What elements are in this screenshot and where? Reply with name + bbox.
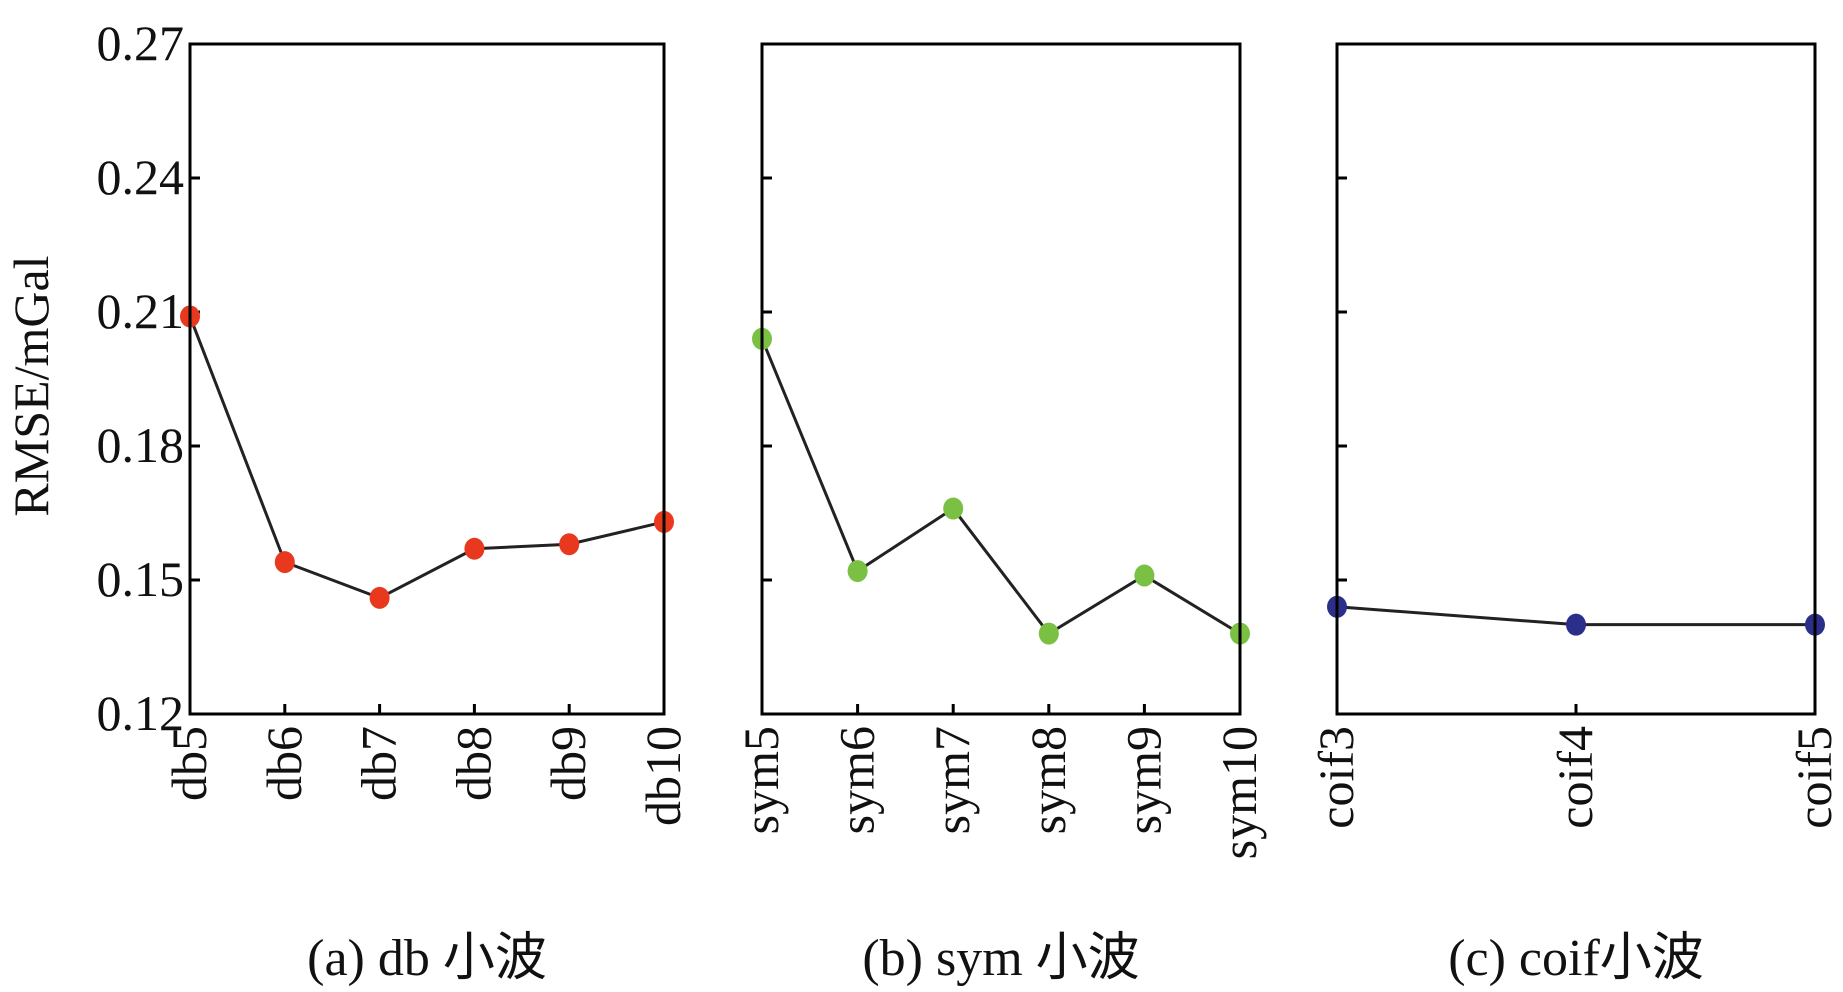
panel-caption: (c) coif小波 <box>1448 930 1704 987</box>
data-point <box>1134 564 1155 587</box>
y-tick-label: 0.12 <box>97 685 185 741</box>
x-tick-label: db5 <box>161 726 217 801</box>
data-point <box>1566 613 1586 636</box>
series-line <box>760 338 1241 636</box>
data-point <box>847 560 868 583</box>
y-tick-label: 0.18 <box>97 417 185 473</box>
x-tick-label: coif4 <box>1547 726 1603 829</box>
x-tick-label: sym7 <box>924 726 980 834</box>
data-point <box>369 586 390 609</box>
data-point <box>943 497 964 520</box>
y-tick-label: 0.15 <box>97 551 185 607</box>
x-tick-label: coif3 <box>1308 726 1364 829</box>
y-tick-label: 0.24 <box>97 149 185 205</box>
panel-1: 0.12 0.15 0.18 0.21 0.24 0.27 db5 db6 db7 db8 db9 d… <box>97 15 692 987</box>
panel-3: coif3 coif4 coif5 (c) coif小波 <box>1308 42 1842 987</box>
y-tick-label: 0.21 <box>97 283 185 339</box>
x-tick-label: sym6 <box>829 726 885 834</box>
plot-frame <box>188 42 666 716</box>
plot-frame <box>760 42 1242 716</box>
panel-caption: (a) db 小波 <box>307 930 547 987</box>
x-tick-label: sym5 <box>733 726 789 834</box>
x-tick-label: coif5 <box>1786 726 1842 829</box>
data-point <box>1038 622 1059 645</box>
x-tick-label: sym8 <box>1020 726 1076 834</box>
panels: 0.12 0.15 0.18 0.21 0.24 0.27 db5 db6 db7 db8 db9 d… <box>97 15 1843 987</box>
x-tick-label: db8 <box>445 726 501 801</box>
plot-frame <box>1335 42 1817 716</box>
panel-2: sym5 sym6 sym7 sym8 sym9 sym10 (b) sym 小波 <box>733 42 1267 987</box>
x-tick-label: db6 <box>256 726 312 801</box>
x-tick-label: sym9 <box>1115 726 1171 834</box>
x-tick-label: db9 <box>540 726 596 801</box>
x-tick-label: sym10 <box>1211 726 1267 859</box>
data-point <box>559 533 580 556</box>
data-point <box>274 551 295 574</box>
series-line <box>188 315 665 600</box>
data-point <box>464 537 485 560</box>
y-axis-label: RMSE/mGal <box>3 255 59 516</box>
y-tick-label: 0.27 <box>97 15 185 71</box>
x-tick-label: db10 <box>635 726 691 826</box>
x-tick-label: db7 <box>351 726 407 801</box>
panel-caption: (b) sym 小波 <box>862 930 1139 987</box>
